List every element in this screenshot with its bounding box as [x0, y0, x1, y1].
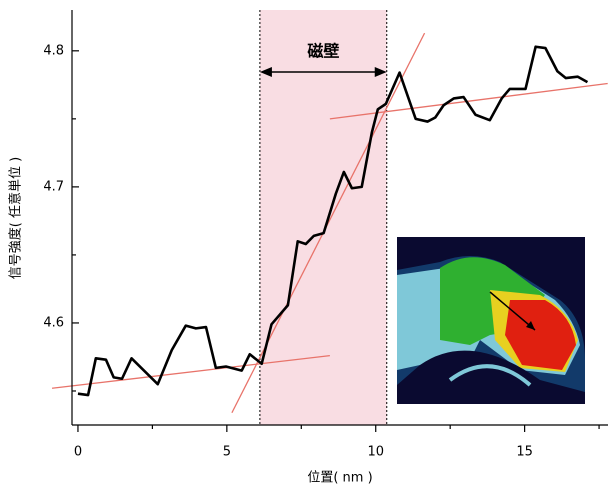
- x-tick-label: 10: [367, 445, 384, 460]
- x-tick-label: 15: [516, 445, 533, 460]
- inset-image: [397, 237, 585, 404]
- y-tick-label: 4.8: [43, 43, 64, 58]
- y-tick-label: 4.7: [43, 179, 64, 194]
- y-axis-label: 信号強度( 任意単位 ): [8, 157, 24, 279]
- x-tick-label: 0: [74, 445, 82, 460]
- chart: 磁壁 位置( nm ) 信号強度( 任意単位 ) 0 5 10 15 4.6 4.7 4.8: [0, 0, 612, 493]
- domain-wall-label: 磁壁: [307, 42, 339, 61]
- x-axis-label: 位置( nm ): [307, 471, 372, 486]
- x-tick-label: 5: [223, 445, 231, 460]
- y-tick-label: 4.6: [43, 315, 64, 330]
